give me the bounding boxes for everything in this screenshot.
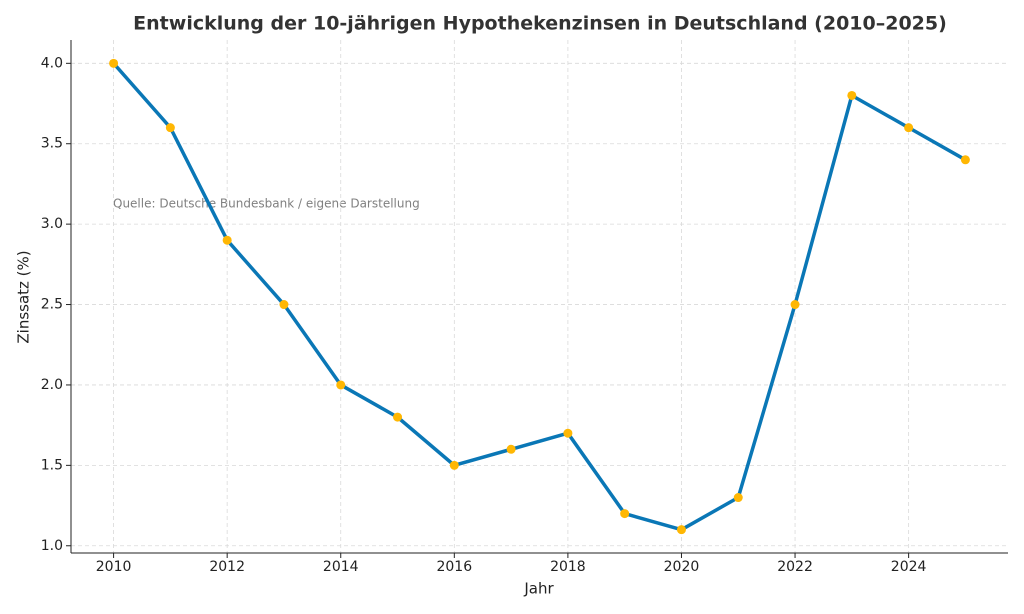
- y-tick-label: 4.0: [41, 55, 63, 71]
- x-tick-label: 2024: [891, 559, 927, 575]
- point: [336, 380, 346, 390]
- x-tick-label: 2016: [436, 559, 472, 575]
- point: [904, 123, 914, 133]
- point: [449, 460, 459, 470]
- y-tick-label: 3.5: [41, 136, 63, 152]
- point: [620, 509, 630, 519]
- point: [393, 412, 403, 422]
- x-axis-label: Jahr: [523, 580, 554, 598]
- x-tick-label: 2014: [323, 559, 359, 575]
- point: [563, 428, 573, 438]
- point: [279, 300, 289, 310]
- y-tick-label: 1.5: [41, 457, 63, 473]
- point: [506, 444, 516, 454]
- point: [790, 300, 800, 310]
- y-axis-label: Zinssatz (%): [15, 250, 33, 343]
- annotation: Quelle: Deutsche Bundesbank / eigene Dar…: [113, 197, 420, 211]
- point: [960, 155, 970, 165]
- point: [165, 123, 175, 133]
- y-tick-label: 1.0: [41, 538, 63, 554]
- point: [733, 493, 743, 503]
- point: [676, 525, 686, 535]
- x-tick-label: 2022: [777, 559, 813, 575]
- chart-title: Entwicklung der 10-jährigen Hypothekenzi…: [133, 13, 947, 35]
- y-tick-label: 2.5: [41, 297, 63, 313]
- point: [109, 58, 119, 68]
- x-tick-label: 2020: [664, 559, 700, 575]
- point: [222, 235, 232, 245]
- x-tick-label: 2018: [550, 559, 586, 575]
- point: [847, 90, 857, 100]
- y-tick-label: 2.0: [41, 377, 63, 393]
- x-tick-label: 2010: [96, 559, 132, 575]
- line: [112, 62, 967, 532]
- y-tick-label: 3.0: [41, 216, 63, 232]
- x-tick-label: 2012: [209, 559, 245, 575]
